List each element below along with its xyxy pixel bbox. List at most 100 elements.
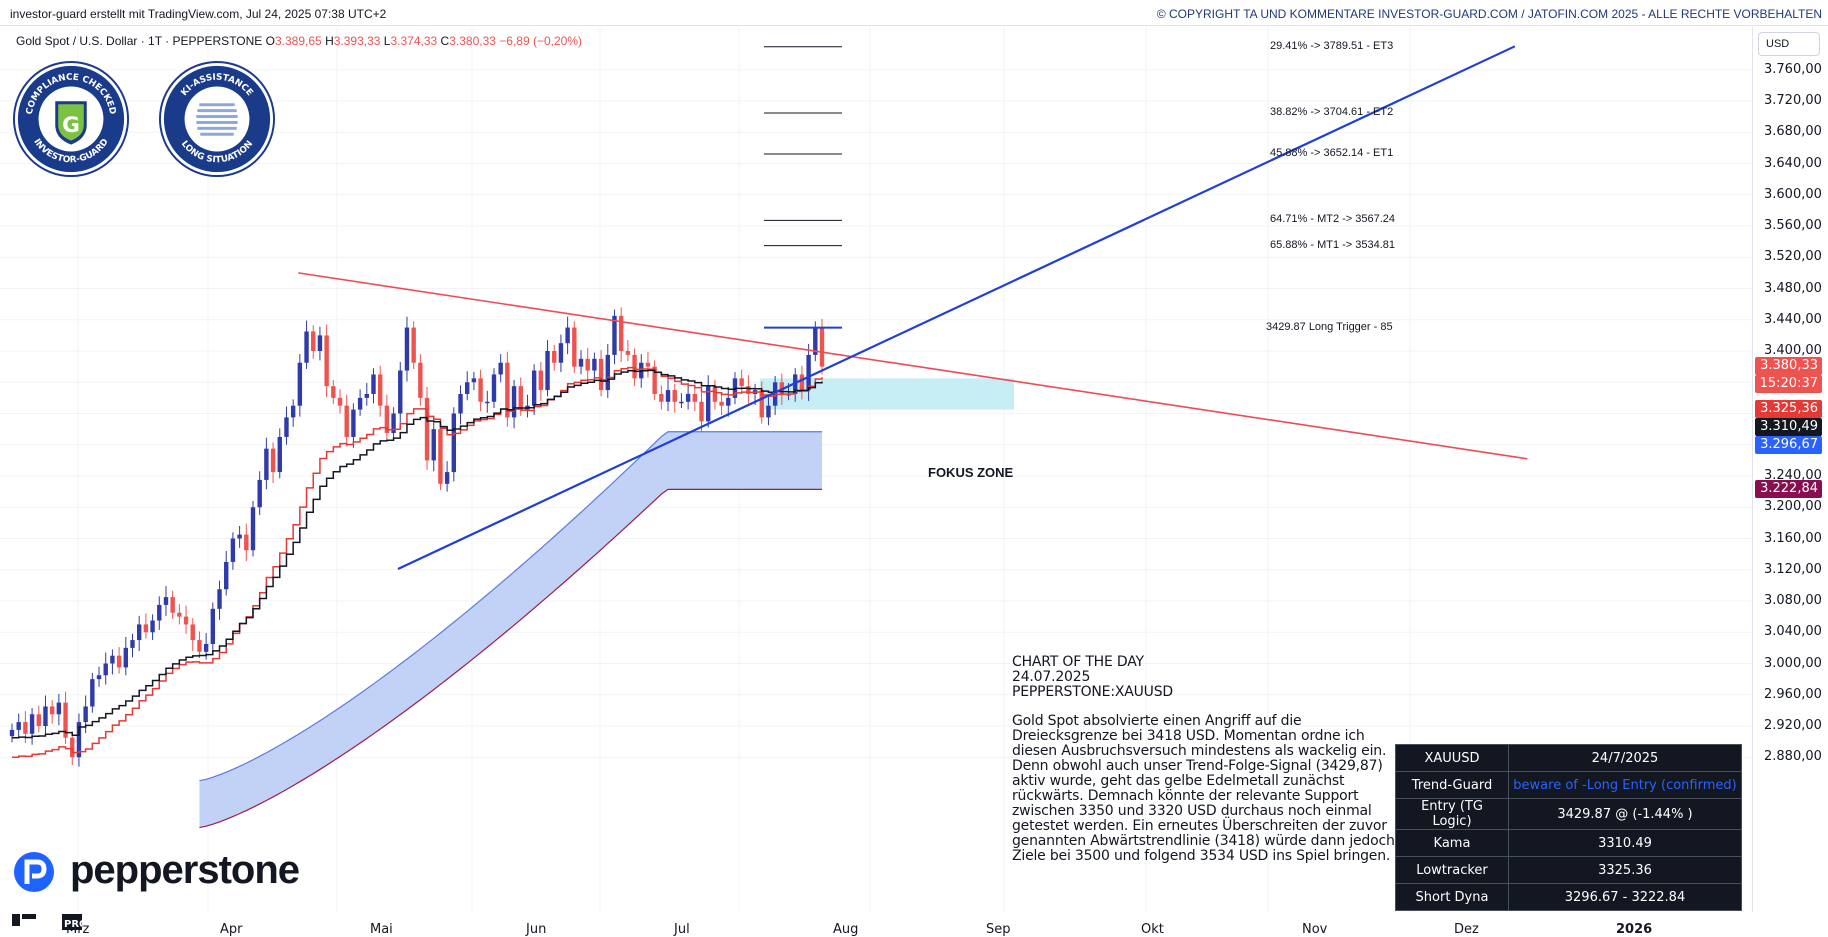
price-tick: 3.240,00: [1764, 468, 1822, 483]
candle-body: [311, 331, 316, 351]
candle-body: [351, 409, 356, 437]
candle-body: [391, 413, 396, 434]
kama-line: [12, 369, 823, 739]
price-tick: 3.400,00: [1764, 343, 1822, 358]
ohlc-low: 3.374,33: [390, 34, 438, 48]
candle-body: [177, 612, 182, 617]
candle-body: [56, 702, 62, 715]
candle-body: [237, 534, 242, 539]
uptrend-line: [397, 45, 1516, 570]
ki-assistance-badge: KI-ASSISTANCE LONG SITUATION: [158, 60, 276, 178]
candle-body: [438, 429, 443, 484]
compliance-checked-badge: COMPLIANCE CHECKED INVESTOR-GUARD G: [12, 60, 130, 178]
candle-body: [813, 327, 818, 355]
symbol-name: Gold Spot / U.S. Dollar · 1T · PEPPERSTO…: [16, 34, 263, 48]
candle-body: [130, 640, 135, 648]
symbol-legend[interactable]: Gold Spot / U.S. Dollar · 1T · PEPPERSTO…: [16, 34, 582, 48]
shield-glyph: G: [62, 113, 80, 138]
candle-body: [819, 327, 825, 367]
commentary-title: CHART OF THE DAY: [1012, 654, 1144, 670]
candle-body: [605, 354, 610, 391]
chart-commentary: CHART OF THE DAY 24.07.2025 PEPPERSTONE:…: [1012, 655, 1402, 864]
candle-body: [746, 386, 751, 394]
candle-body: [136, 624, 142, 641]
candle-body: [685, 393, 691, 402]
time-tick: Aug: [833, 922, 859, 937]
candle-body: [244, 534, 249, 551]
candle-body: [672, 390, 677, 402]
candle-body: [451, 413, 457, 473]
candle-body: [337, 397, 343, 406]
candle-body: [277, 436, 282, 473]
candle-body: [759, 390, 764, 418]
candle-body: [43, 706, 48, 726]
commentary-body: Gold Spot absolvierte einen Angriff auf …: [1012, 713, 1395, 864]
candle-body: [592, 358, 597, 371]
lowtracker-line: [12, 366, 823, 758]
price-tick: 3.600,00: [1764, 186, 1822, 202]
price-label: 3.325,36: [1755, 400, 1822, 419]
candle-body: [70, 737, 75, 758]
candle-body: [485, 401, 490, 404]
candle-body: [679, 401, 684, 404]
candle-body: [431, 429, 436, 461]
fib-target-label: 45.88% -> 3652.14 - ET1: [1270, 147, 1394, 160]
candle-body: [719, 401, 724, 406]
ohlc-open-label: O: [265, 34, 275, 48]
candle-body: [612, 315, 617, 355]
table-key: Kama: [1395, 829, 1509, 857]
ohlc-high-label: H: [325, 34, 334, 48]
candle-body: [458, 393, 463, 414]
copyright-text: © COPYRIGHT TA UND KOMMENTARE INVESTOR-G…: [1156, 7, 1822, 21]
candle-body: [49, 706, 55, 715]
long-trigger-label: 3429.87 Long Trigger - 85: [1266, 320, 1393, 333]
candle-body: [705, 386, 711, 422]
tv-pro-label: PRO: [64, 919, 82, 930]
candle-body: [324, 335, 329, 387]
short-dyna-cloud: [199, 431, 823, 828]
fib-target-label: 38.82% -> 3704.61 - ET2: [1270, 106, 1394, 119]
candle-body: [531, 370, 537, 406]
candle-body: [545, 351, 550, 391]
ohlc-open: 3.389,65: [275, 34, 322, 48]
candle-body: [558, 343, 564, 363]
candle-body: [505, 362, 510, 418]
fokus-zone: [760, 378, 1014, 410]
price-axis[interactable]: [1752, 27, 1828, 912]
ohlc-close-label: C: [440, 34, 450, 48]
candle-body: [190, 624, 195, 641]
candle-body: [404, 327, 410, 371]
candle-body: [384, 405, 390, 434]
chart-plot[interactable]: [0, 27, 1752, 937]
time-tick: Okt: [1141, 922, 1164, 937]
pepperstone-logo: pepperstone: [12, 848, 300, 894]
candle-body: [411, 327, 416, 363]
price-tick: 3.680,00: [1764, 124, 1822, 140]
candle-body: [518, 386, 523, 410]
table-row: Entry (TG Logic) 3429.87 @ (-1.44% ): [1395, 798, 1742, 830]
candle-body: [317, 335, 323, 351]
candle-body: [150, 620, 155, 633]
candle-body: [692, 393, 698, 402]
table-value: 24/7/2025: [1508, 744, 1742, 772]
candle-body: [123, 647, 129, 668]
candle-body: [659, 393, 664, 402]
price-tick: 3.160,00: [1764, 530, 1822, 546]
price-tick: 3.640,00: [1764, 155, 1822, 171]
currency-selector[interactable]: USD: [1758, 32, 1820, 56]
candle-body: [170, 597, 175, 613]
price-tick: 3.760,00: [1764, 61, 1822, 77]
candle-body: [465, 382, 470, 394]
fib-target-label: 29.41% -> 3789.51 - ET3: [1270, 39, 1394, 52]
candle-body: [23, 722, 28, 734]
candle-body: [625, 351, 631, 355]
price-tick: 2.880,00: [1764, 749, 1822, 765]
commentary-date: 24.07.2025: [1012, 669, 1091, 685]
candle-body: [76, 722, 82, 758]
candle-body: [284, 417, 289, 437]
candle-body: [444, 472, 450, 484]
candle-body: [210, 608, 216, 644]
candle-body: [183, 616, 189, 625]
price-tick: 3.080,00: [1764, 593, 1822, 608]
fokus-zone-label: FOKUS ZONE: [928, 465, 1014, 480]
